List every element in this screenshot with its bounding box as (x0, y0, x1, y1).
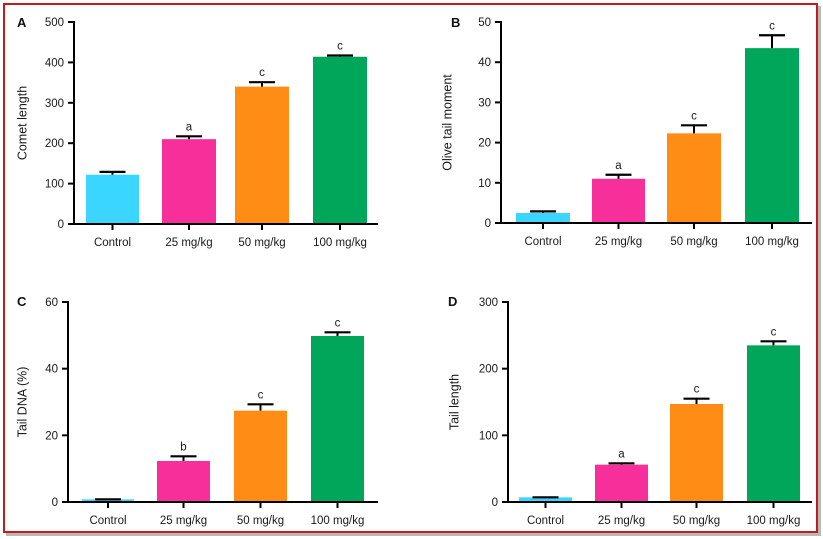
y-tick-label-4: 40 (478, 57, 491, 69)
panel-a: A Comet length Control a 25 mg/kg c 50 mg/kg c 1… (15, 15, 378, 249)
y-tick-label-1: 100 (479, 430, 498, 442)
bar-0 (516, 212, 570, 223)
y-tick-label-2: 200 (479, 364, 498, 376)
significance-label-2: c (691, 110, 697, 122)
y-tick-label-5: 500 (45, 17, 64, 29)
bar-0 (519, 497, 572, 502)
y-tick-label-1: 20 (45, 430, 58, 442)
x-tick-label-0: Control (94, 237, 131, 249)
panel-letter: D (448, 294, 457, 309)
y-tick-label-4: 400 (45, 57, 64, 69)
bar-2 (234, 410, 287, 502)
panel-b: B Olive tail moment Control a 25 mg/kg c 50 mg… (440, 15, 812, 248)
bar-0 (86, 174, 139, 224)
significance-label-1: a (618, 448, 625, 460)
y-tick-label-1: 10 (478, 178, 491, 190)
significance-label-1: b (180, 441, 186, 453)
y-tick-label-2: 40 (45, 364, 58, 376)
y-tick-label-0: 0 (485, 218, 491, 230)
x-tick-label-2: 50 mg/kg (673, 515, 720, 527)
bar-3 (311, 336, 364, 502)
bar-1 (595, 464, 648, 502)
significance-label-3: c (335, 317, 341, 329)
significance-label-2: c (259, 67, 265, 79)
bar-1 (162, 139, 216, 224)
bar-2 (670, 404, 723, 502)
x-tick-label-1: 25 mg/kg (165, 237, 212, 249)
x-tick-label-3: 100 mg/kg (311, 515, 365, 527)
bar-3 (747, 345, 800, 502)
x-tick-label-0: Control (524, 236, 561, 248)
x-tick-label-2: 50 mg/kg (670, 236, 717, 248)
x-tick-label-1: 25 mg/kg (595, 236, 642, 248)
x-tick-label-3: 100 mg/kg (747, 515, 801, 527)
significance-label-1: a (186, 121, 193, 133)
y-tick-label-3: 60 (45, 297, 58, 309)
panel-letter: C (17, 294, 27, 309)
panel-d: D Tail length Control a 25 mg/kg c 50 mg/kg c 10… (447, 294, 812, 527)
y-tick-label-3: 300 (479, 297, 498, 309)
y-tick-label-3: 300 (45, 98, 64, 110)
significance-label-3: c (337, 41, 343, 53)
panel-letter: B (451, 15, 460, 30)
significance-label-3: c (769, 20, 775, 32)
significance-label-1: a (615, 160, 622, 172)
significance-label-2: c (258, 389, 264, 401)
significance-label-2: c (694, 384, 700, 396)
x-tick-label-0: Control (527, 515, 564, 527)
y-tick-label-0: 0 (52, 497, 58, 509)
panel-letter: A (17, 15, 27, 30)
bar-2 (235, 86, 289, 224)
x-tick-label-1: 25 mg/kg (160, 515, 207, 527)
x-tick-label-2: 50 mg/kg (238, 237, 285, 249)
x-tick-label-1: 25 mg/kg (598, 515, 645, 527)
y-tick-label-5: 50 (478, 17, 491, 29)
y-axis-label: Comet length (15, 86, 29, 160)
y-tick-label-2: 200 (45, 138, 64, 150)
y-axis-label: Tail length (447, 374, 461, 430)
y-tick-label-2: 20 (478, 138, 491, 150)
y-axis-label: Tail DNA (%) (15, 367, 29, 438)
x-tick-label-2: 50 mg/kg (237, 515, 284, 527)
x-tick-label-0: Control (89, 515, 126, 527)
y-tick-label-0: 0 (58, 219, 64, 231)
bar-2 (667, 133, 721, 223)
panel-c: C Tail DNA (%) Control b 25 mg/kg c 50 mg/kg c 1… (15, 294, 378, 527)
bar-0 (82, 499, 134, 502)
y-axis-label: Olive tail moment (440, 74, 454, 171)
bar-1 (592, 178, 645, 223)
y-tick-label-1: 100 (45, 179, 64, 191)
significance-label-3: c (771, 326, 777, 338)
bar-3 (313, 56, 367, 224)
bar-1 (157, 461, 210, 502)
y-tick-label-0: 0 (492, 497, 498, 509)
x-tick-label-3: 100 mg/kg (745, 236, 799, 248)
x-tick-label-3: 100 mg/kg (313, 237, 367, 249)
bar-3 (745, 48, 799, 223)
y-tick-label-3: 30 (478, 97, 491, 109)
